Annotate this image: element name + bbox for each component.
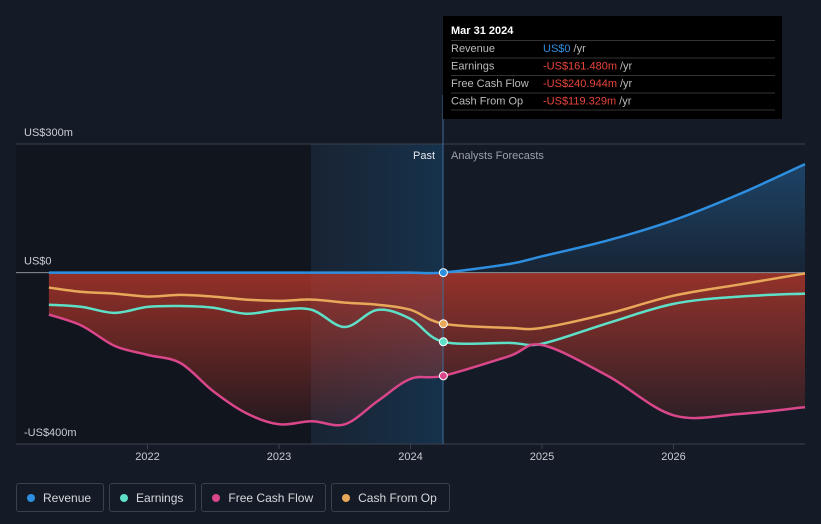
series-line [48,313,806,427]
x-tick-label: 2024 [398,451,422,463]
legend-label: Free Cash Flow [228,490,314,505]
legend-item[interactable]: Revenue [16,483,105,512]
tooltip-box [443,16,782,119]
tooltip-value: -US$119.329m/yr [543,95,632,107]
forecast-label: Analysts Forecasts [451,150,544,162]
area-fill [48,164,805,274]
past-label: Past [413,150,435,162]
x-tick-label: 2022 [135,451,159,463]
tooltip-value-amount: US$0 [543,43,571,55]
tooltip-unit: /yr [620,78,633,90]
tooltip-unit: /yr [619,95,632,107]
legend-label: Cash From Op [358,490,437,505]
legend-swatch [342,493,351,502]
legend: Revenue Earnings Free Cash Flow Cash From O… [16,483,450,512]
legend-label: Revenue [43,490,92,505]
tooltip-label: Revenue [451,43,495,55]
y-tick-label: US$0 [24,255,52,267]
x-tick-label: 2026 [661,451,685,463]
series-line [48,163,806,275]
series-line [48,292,806,347]
tooltip: Mar 31 2024 Revenue US$0/yr Earnings -US$161… [443,16,782,119]
highlight-dot [438,319,448,329]
tooltip-label: Cash From Op [451,95,523,107]
tooltip-value: -US$240.944m/yr [543,78,633,90]
y-tick-label: -US$400m [24,427,77,439]
tooltip-unit: /yr [620,60,633,72]
tooltip-label: Earnings [451,60,495,72]
tooltip-value-amount: -US$240.944m [543,78,617,90]
tooltip-value: US$0/yr [543,43,586,55]
legend-label: Earnings [136,490,184,505]
tooltip-date: Mar 31 2024 [451,25,514,37]
series-line [48,272,806,331]
tooltip-value-amount: -US$119.329m [543,95,616,107]
legend-item[interactable]: Free Cash Flow [201,483,327,512]
tooltip-value: -US$161.480m/yr [543,60,633,72]
y-tick-label: US$300m [24,127,73,139]
highlight-dot [438,337,448,347]
legend-swatch [212,493,221,502]
tooltip-label: Free Cash Flow [451,78,529,90]
tooltip-value-amount: -US$161.480m [543,60,617,72]
highlight-dot [438,371,448,381]
x-tick-label: 2025 [530,451,554,463]
legend-item[interactable]: Cash From Op [331,483,450,512]
highlight-dot [438,268,448,278]
legend-item[interactable]: Earnings [109,483,197,512]
tooltip-unit: /yr [574,43,587,55]
legend-swatch [27,493,35,502]
x-tick-label: 2023 [267,451,291,463]
legend-swatch [120,493,129,502]
